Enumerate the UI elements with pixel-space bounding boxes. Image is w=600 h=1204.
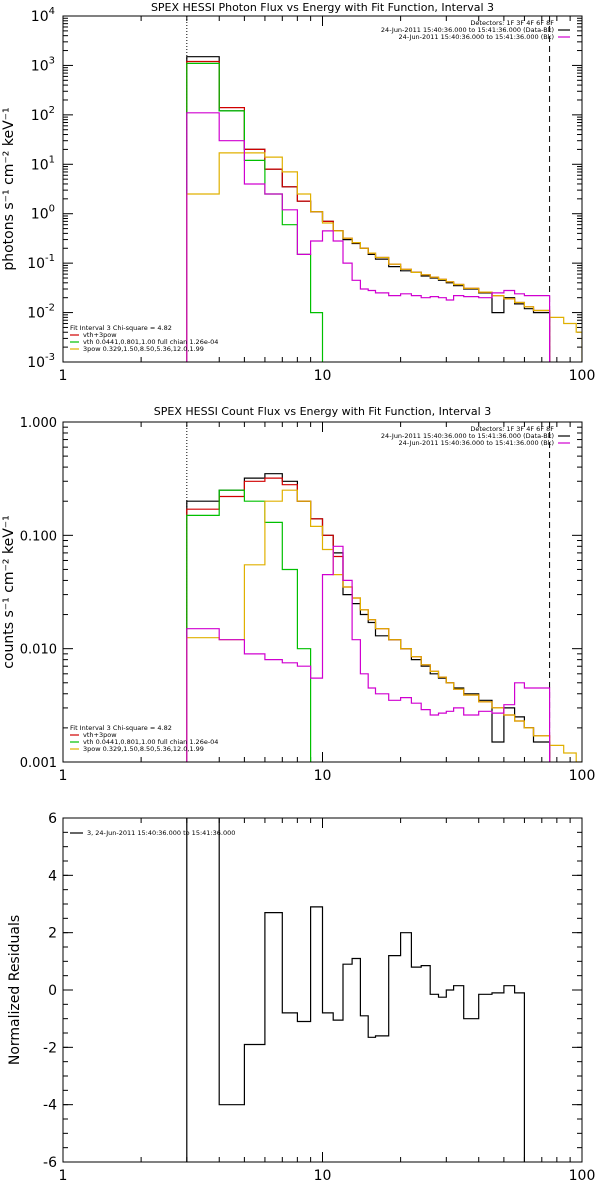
count-flux-panel: SPEX HESSI Count Flux vs Energy with Fit…	[1, 405, 595, 784]
y-tick-label: 103	[31, 55, 55, 74]
x-axis: 1 10 100	[59, 422, 596, 784]
x-tick-label: 1	[59, 368, 68, 384]
y-tick-label: 0	[48, 983, 57, 999]
x-axis: 1 10 100	[59, 818, 596, 1184]
residuals-panel: Normalized Residuals 1 10 100 -6 -4 -2 0 2 4 6 3, 2…	[7, 811, 596, 1184]
legend-top-right-text: 24-Jun-2011 15:40:36.000 to 15:41:36.000…	[381, 26, 554, 34]
photon-flux-panel: SPEX HESSI Photon Flux vs Energy with Fi…	[1, 1, 595, 384]
legend-top-right-text: Detectors: 1F 3F 4F 6F 8F	[470, 19, 554, 27]
legend-top-right-text: 24-Jun-2011 15:40:36.000 to 15:41:36.000…	[399, 33, 554, 41]
y-tick-label: 4	[48, 868, 57, 884]
y-axis: 10-3 10-2 10-1 100 101 102 103 104	[27, 6, 582, 371]
legend-top-right-text: 24-Jun-2011 15:40:36.000 to 15:41:36.000…	[381, 432, 554, 440]
series-line-3	[186, 152, 582, 362]
legend-bottom-left-text: vth 0.0441,0.801,1.00 full chian 1.26e-0…	[83, 738, 218, 746]
y-tick-label: -6	[43, 1155, 57, 1171]
x-tick-label: 100	[569, 1168, 596, 1184]
legend-bottom-left-text: vth+3pow	[83, 731, 117, 739]
y-tick-label: 0.100	[20, 529, 57, 544]
legend-bottom-left-text: 3pow 0.329,1.50,8.50,5.36,12.0,1.99	[83, 745, 204, 753]
x-tick-label: 10	[314, 1168, 332, 1184]
series-line-0	[186, 818, 526, 1162]
x-tick-label: 1	[59, 768, 68, 784]
series-line-4	[186, 112, 551, 362]
legend-top-left-text: 3, 24-Jun-2011 15:40:36.000 to 15:41:36.…	[87, 829, 235, 837]
plot-frame	[62, 421, 583, 763]
plot-frame	[62, 817, 583, 1163]
legend-bottom-left-text: Fit Interval 3 Chi-square = 4.82	[70, 324, 172, 332]
legend-top-right-text: 24-Jun-2011 15:40:36.000 to 15:41:36.000…	[399, 439, 554, 447]
y-tick-label: 102	[31, 105, 55, 124]
y-tick-label: 0.001	[20, 756, 57, 771]
series-line-3	[186, 489, 582, 762]
x-tick-label: 100	[569, 768, 596, 784]
y-tick-label: 100	[31, 204, 55, 223]
y-tick-label: 0.010	[20, 643, 57, 658]
legend-top-right-text: Detectors: 1F 3F 4F 6F 8F	[470, 425, 554, 433]
y-tick-label: 104	[31, 6, 55, 25]
x-tick-label: 1	[59, 1168, 68, 1184]
legend-bottom-left-text: vth 0.0441,0.801,1.00 full chian 1.26e-0…	[83, 338, 218, 346]
series-line-4	[186, 545, 551, 762]
y-tick-label: 1.000	[20, 416, 57, 431]
series-line-2	[186, 489, 312, 762]
y-tick-label: 101	[31, 154, 55, 173]
y-axis-label: counts s⁻¹ cm⁻² keV⁻¹	[1, 515, 17, 669]
y-axis-label: photons s⁻¹ cm⁻² keV⁻¹	[1, 107, 17, 270]
x-tick-label: 10	[314, 368, 332, 384]
y-axis-label: Normalized Residuals	[7, 915, 23, 1065]
series-group	[186, 473, 582, 762]
legend-bottom-left-text: Fit Interval 3 Chi-square = 4.82	[70, 724, 172, 732]
chart-title: SPEX HESSI Photon Flux vs Energy with Fi…	[151, 1, 494, 14]
y-tick-label: 10-2	[27, 303, 55, 322]
y-tick-label: 10-1	[27, 253, 55, 272]
y-tick-label: 10-3	[27, 352, 55, 371]
series-group	[186, 56, 582, 362]
y-tick-label: -4	[43, 1098, 57, 1114]
x-tick-label: 100	[569, 368, 596, 384]
y-tick-label: -2	[43, 1040, 57, 1056]
legend-bottom-left-text: vth+3pow	[83, 331, 117, 339]
plot-frame	[62, 15, 583, 363]
y-axis: 0.001 0.010 0.100 1.000	[20, 416, 582, 771]
y-tick-label: 2	[48, 926, 57, 942]
legend-bottom-left-text: 3pow 0.329,1.50,8.50,5.36,12.0,1.99	[83, 345, 204, 353]
series-group	[186, 818, 526, 1162]
y-tick-label: 6	[48, 811, 57, 827]
x-tick-label: 10	[314, 768, 332, 784]
chart-title: SPEX HESSI Count Flux vs Energy with Fit…	[154, 405, 491, 418]
